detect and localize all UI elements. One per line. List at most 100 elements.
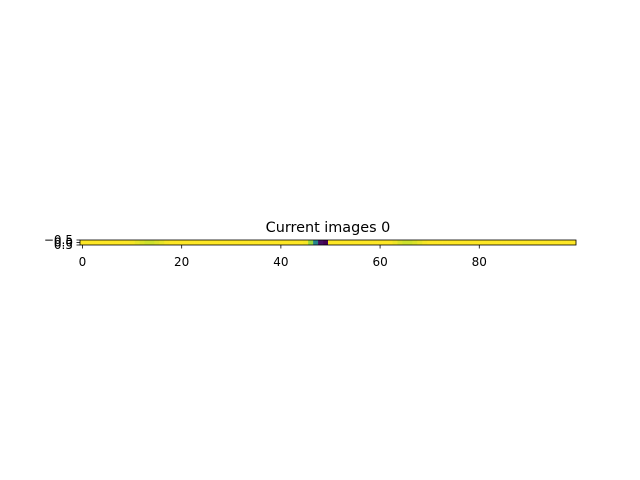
heatmap-cell <box>337 240 344 245</box>
heatmap-cell <box>546 240 552 245</box>
heatmap-cell <box>243 240 249 245</box>
heatmap-cell <box>303 240 309 245</box>
heatmap-cell <box>511 240 517 245</box>
heatmap-cell <box>377 240 383 245</box>
heatmap-cell <box>486 240 492 245</box>
heatmap-cell <box>496 240 502 245</box>
chart-title: Current images 0 <box>266 220 391 236</box>
heatmap-cell <box>516 240 522 245</box>
heatmap-cell <box>218 240 225 245</box>
heatmap-cell <box>80 240 86 245</box>
heatmap-cell <box>313 240 319 245</box>
heatmap-cell <box>342 240 349 245</box>
y-axis: −0.50.00.5 <box>44 233 80 252</box>
heatmap-cell <box>298 240 304 245</box>
heatmap-cell <box>223 240 230 245</box>
heatmap-cell <box>124 240 130 245</box>
heatmap-cell <box>382 240 388 245</box>
heatmap-cell <box>318 240 324 245</box>
heatmap-cell <box>114 240 120 245</box>
heatmap-cell <box>427 240 433 245</box>
heatmap-cell <box>447 240 453 245</box>
heatmap-cell <box>233 240 240 245</box>
heatmap-cell <box>328 240 334 245</box>
heatmap-cell <box>387 240 393 245</box>
heatmap-cell <box>332 240 339 245</box>
x-axis: 0 20 40 60 80 <box>79 245 487 269</box>
heatmap-cell <box>208 240 215 245</box>
heatmap-cell <box>476 240 483 245</box>
heatmap-cell <box>134 240 140 245</box>
x-tick-label: 60 <box>372 255 387 269</box>
heatmap-cell <box>129 240 135 245</box>
heatmap-cell <box>159 240 165 245</box>
x-tick-label: 80 <box>472 255 487 269</box>
heatmap-cell <box>392 240 398 245</box>
heatmap-cell <box>412 240 418 245</box>
heatmap-cell <box>308 240 314 245</box>
heatmap-cell <box>204 240 210 245</box>
heatmap-cell <box>466 240 473 245</box>
heatmap-cell <box>199 240 205 245</box>
heatmap-cell <box>541 240 547 245</box>
heatmap-cell <box>347 240 354 245</box>
heatmap-cells <box>80 240 577 245</box>
heatmap-cell <box>372 240 378 245</box>
heatmap-cell <box>526 240 532 245</box>
heatmap-cell <box>253 240 259 245</box>
heatmap-cell <box>531 240 537 245</box>
heatmap-cell <box>288 240 294 245</box>
heatmap-cell <box>194 240 200 245</box>
heatmap-cell <box>263 240 269 245</box>
heatmap-cell <box>556 240 562 245</box>
heatmap-cell <box>352 240 359 245</box>
heatmap-cell <box>84 240 91 245</box>
heatmap-cell <box>174 240 180 245</box>
heatmap-cell <box>422 240 428 245</box>
heatmap-cell <box>481 240 488 245</box>
heatmap-cell <box>357 240 364 245</box>
heatmap-cell <box>402 240 408 245</box>
heatmap-cell <box>437 240 443 245</box>
heatmap-cell <box>456 240 463 245</box>
heatmap-cell <box>452 240 458 245</box>
heatmap-cell <box>521 240 527 245</box>
heatmap-cell <box>561 240 567 245</box>
heatmap-cell <box>104 240 111 245</box>
heatmap-cell <box>367 240 373 245</box>
heatmap-cell <box>139 240 145 245</box>
heatmap-cell <box>551 240 557 245</box>
heatmap-cell <box>397 240 403 245</box>
heatmap-cell <box>471 240 478 245</box>
heatmap-cell <box>119 240 125 245</box>
heatmap-cell <box>258 240 264 245</box>
heatmap-cell <box>362 240 368 245</box>
heatmap-cell <box>89 240 96 245</box>
heatmap-cell <box>154 240 160 245</box>
heatmap-cell <box>323 240 329 245</box>
x-tick-label: 0 <box>79 255 87 269</box>
heatmap-cell <box>179 240 185 245</box>
heatmap-cell <box>144 240 150 245</box>
y-tick-label: 0.0 <box>54 236 73 250</box>
y-tick-label: −0.5 <box>44 233 73 247</box>
heatmap-cell <box>238 240 244 245</box>
heatmap-cell <box>501 240 507 245</box>
heatmap-cell <box>184 240 190 245</box>
heatmap-cell <box>99 240 106 245</box>
x-tick-label: 20 <box>174 255 189 269</box>
heatmap-cell <box>536 240 542 245</box>
heatmap-cell <box>417 240 423 245</box>
heatmap-cell <box>273 240 279 245</box>
heatmap-cell <box>109 240 116 245</box>
heatmap-cell <box>461 240 468 245</box>
heatmap-cell <box>293 240 299 245</box>
heatmap-cell <box>94 240 101 245</box>
heatmap-cell <box>149 240 155 245</box>
x-tick-label: 40 <box>273 255 288 269</box>
y-tick-label: 0.5 <box>54 238 73 252</box>
heatmap-cell <box>571 240 577 245</box>
heatmap-cell <box>407 240 413 245</box>
heatmap-cell <box>228 240 235 245</box>
